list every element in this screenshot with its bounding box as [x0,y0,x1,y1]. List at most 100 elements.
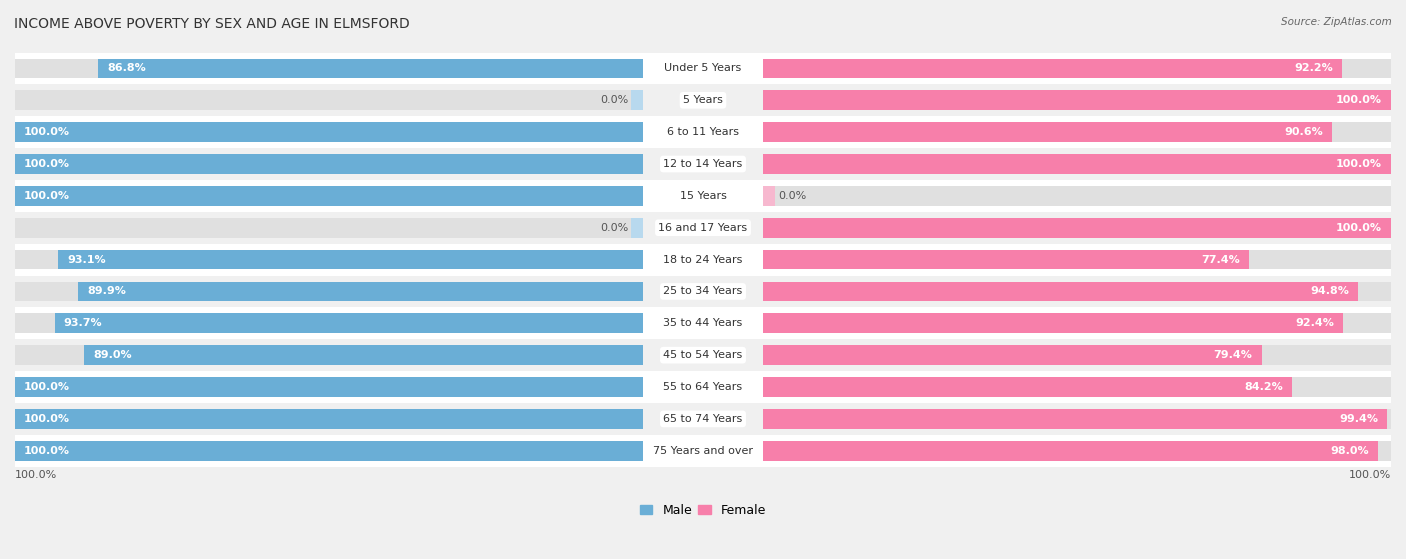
Text: 100.0%: 100.0% [1336,159,1382,169]
Bar [15,377,643,397]
Text: 100.0%: 100.0% [24,159,70,169]
Text: 100.0%: 100.0% [15,470,58,480]
Bar [15,345,643,365]
Bar [15,441,643,461]
Bar [15,154,643,174]
Bar [763,345,1261,365]
Bar [763,186,1391,206]
Text: 84.2%: 84.2% [1244,382,1282,392]
Text: 12 to 14 Years: 12 to 14 Years [664,159,742,169]
Text: 100.0%: 100.0% [24,414,70,424]
Text: 90.6%: 90.6% [1284,127,1323,137]
Text: 100.0%: 100.0% [1336,222,1382,233]
Text: 55 to 64 Years: 55 to 64 Years [664,382,742,392]
Text: 0.0%: 0.0% [600,222,628,233]
Text: 86.8%: 86.8% [107,63,146,73]
Bar [763,154,1391,174]
Bar [84,345,643,365]
Text: 93.1%: 93.1% [67,254,105,264]
Bar [15,91,643,110]
Text: 93.7%: 93.7% [63,318,103,328]
Bar [763,441,1378,461]
Bar [631,91,643,110]
Bar [15,53,1391,84]
Text: 15 Years: 15 Years [679,191,727,201]
Bar [763,59,1391,78]
Bar [763,122,1331,142]
Text: Under 5 Years: Under 5 Years [665,63,741,73]
Bar [763,409,1388,429]
Text: 99.4%: 99.4% [1340,414,1378,424]
Bar [763,409,1391,429]
Bar [15,154,643,174]
Text: 92.2%: 92.2% [1295,63,1333,73]
Bar [763,91,1391,110]
Text: 79.4%: 79.4% [1213,350,1253,360]
Text: 6 to 11 Years: 6 to 11 Years [666,127,740,137]
Bar [15,307,1391,339]
Bar [763,59,1341,78]
Text: 89.9%: 89.9% [87,286,127,296]
Bar [55,314,643,333]
Bar [763,218,1391,238]
Bar [15,59,643,78]
Bar [15,84,1391,116]
Bar [763,186,775,206]
Bar [631,218,643,238]
Bar [763,250,1249,269]
Bar [763,314,1343,333]
Text: 89.0%: 89.0% [93,350,132,360]
Bar [15,282,643,301]
Text: 0.0%: 0.0% [600,95,628,105]
Bar [763,154,1391,174]
Bar [15,371,1391,403]
Bar [15,314,643,333]
Bar [15,409,643,429]
Bar [15,116,1391,148]
Bar [15,212,1391,244]
Bar [15,250,643,269]
Bar [15,409,643,429]
Bar [15,186,643,206]
Bar [15,441,643,461]
Text: 25 to 34 Years: 25 to 34 Years [664,286,742,296]
Bar [15,403,1391,435]
Text: 75 Years and over: 75 Years and over [652,446,754,456]
Bar [763,377,1391,397]
Text: 100.0%: 100.0% [24,127,70,137]
Bar [15,122,643,142]
Bar [79,282,643,301]
Bar [15,218,643,238]
Text: 35 to 44 Years: 35 to 44 Years [664,318,742,328]
Text: Source: ZipAtlas.com: Source: ZipAtlas.com [1281,17,1392,27]
Legend: Male, Female: Male, Female [636,499,770,522]
Text: INCOME ABOVE POVERTY BY SEX AND AGE IN ELMSFORD: INCOME ABOVE POVERTY BY SEX AND AGE IN E… [14,17,409,31]
Bar [763,377,1292,397]
Text: 18 to 24 Years: 18 to 24 Years [664,254,742,264]
Text: 92.4%: 92.4% [1295,318,1334,328]
Bar [763,91,1391,110]
Bar [763,314,1391,333]
Bar [15,276,1391,307]
Bar [763,218,1391,238]
Bar [763,122,1391,142]
Bar [763,282,1358,301]
Bar [15,435,1391,467]
Text: 98.0%: 98.0% [1331,446,1369,456]
Bar [15,180,1391,212]
Text: 100.0%: 100.0% [24,191,70,201]
Bar [15,148,1391,180]
Bar [763,345,1391,365]
Bar [15,339,1391,371]
Text: 45 to 54 Years: 45 to 54 Years [664,350,742,360]
Text: 5 Years: 5 Years [683,95,723,105]
Bar [15,244,1391,276]
Bar [58,250,643,269]
Text: 77.4%: 77.4% [1201,254,1240,264]
Text: 100.0%: 100.0% [24,382,70,392]
Bar [98,59,643,78]
Bar [763,441,1391,461]
Bar [763,282,1391,301]
Text: 94.8%: 94.8% [1310,286,1350,296]
Text: 100.0%: 100.0% [1336,95,1382,105]
